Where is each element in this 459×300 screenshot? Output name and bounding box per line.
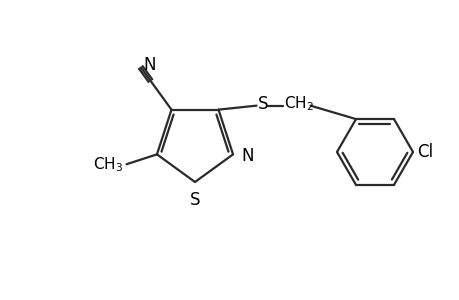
Text: S: S <box>257 94 268 112</box>
Text: S: S <box>190 191 200 209</box>
Text: N: N <box>241 147 253 165</box>
Text: CH$_2$: CH$_2$ <box>283 94 313 113</box>
Text: N: N <box>143 56 156 74</box>
Text: Cl: Cl <box>416 143 432 161</box>
Text: CH$_3$: CH$_3$ <box>93 155 123 174</box>
